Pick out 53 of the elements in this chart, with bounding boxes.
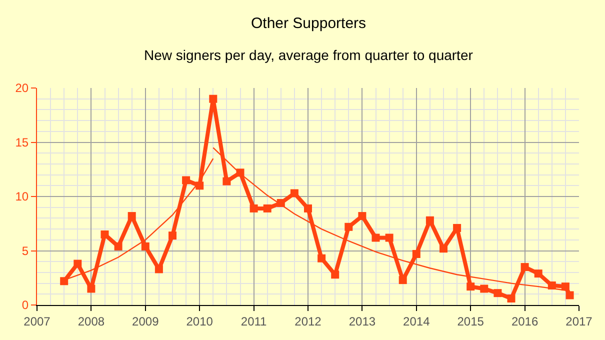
y-tick-label: 15 bbox=[15, 135, 29, 150]
point bbox=[331, 270, 340, 279]
x-tick-label: 2009 bbox=[132, 314, 160, 328]
x-tick-label: 2010 bbox=[186, 314, 214, 328]
point bbox=[168, 232, 176, 240]
point bbox=[344, 222, 353, 231]
point bbox=[154, 265, 163, 274]
x-tick-label: 2014 bbox=[403, 314, 430, 328]
point bbox=[74, 260, 82, 268]
x-tick-label: 2015 bbox=[457, 314, 484, 328]
point bbox=[114, 242, 122, 250]
point bbox=[250, 204, 258, 212]
point bbox=[561, 282, 570, 291]
point bbox=[290, 189, 298, 198]
chart-title: Other Supporters bbox=[251, 15, 366, 32]
point bbox=[60, 277, 68, 286]
point bbox=[398, 276, 407, 284]
x-tick-label: 2007 bbox=[24, 314, 51, 328]
x-tick-label: 2016 bbox=[511, 314, 538, 328]
x-tick-label: 2008 bbox=[78, 314, 105, 328]
point bbox=[263, 204, 272, 212]
point bbox=[453, 224, 462, 232]
point bbox=[385, 234, 394, 242]
point bbox=[358, 212, 366, 220]
x-tick-label: 2017 bbox=[566, 314, 593, 328]
y-tick-label: 5 bbox=[22, 244, 29, 258]
x-tick-label: 2012 bbox=[294, 314, 322, 328]
point bbox=[209, 94, 218, 103]
y-tick-label: 20 bbox=[15, 81, 29, 96]
point bbox=[534, 270, 542, 278]
point bbox=[222, 177, 231, 186]
point bbox=[304, 204, 312, 212]
point bbox=[372, 234, 380, 242]
point bbox=[182, 176, 190, 184]
point bbox=[480, 284, 488, 293]
point bbox=[440, 244, 448, 253]
x-tick-label: 2011 bbox=[240, 314, 268, 328]
point bbox=[87, 284, 96, 293]
point bbox=[412, 250, 420, 258]
y-tick-label: 10 bbox=[15, 190, 29, 204]
point bbox=[318, 254, 326, 262]
x-tick-label: 2013 bbox=[348, 314, 376, 328]
point bbox=[494, 289, 502, 298]
point bbox=[426, 216, 434, 224]
point bbox=[100, 230, 109, 238]
point bbox=[520, 263, 529, 272]
point bbox=[141, 242, 150, 250]
chart-subtitle: New signers per day, average from quarter to quarter bbox=[144, 47, 474, 63]
point bbox=[128, 212, 136, 220]
point bbox=[507, 294, 516, 302]
point bbox=[466, 282, 475, 291]
y-tick-label: 0 bbox=[22, 298, 29, 312]
point bbox=[566, 291, 574, 300]
